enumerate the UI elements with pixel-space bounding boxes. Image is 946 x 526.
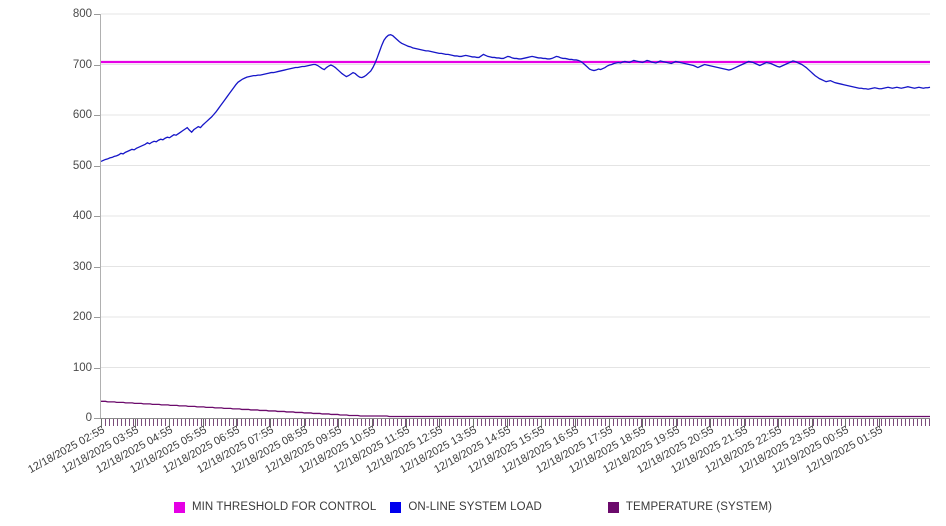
x-tick-mark [642,419,644,428]
legend-label: MIN THRESHOLD FOR CONTROL [191,501,377,513]
y-axis: 0 100 200 300 400 500 600 700 800 [0,0,100,494]
legend-label: TEMPERATURE (SYSTEM) [625,501,773,513]
x-tick-mark [777,419,779,428]
x-tick-mark [337,419,339,428]
x-tick-mark [134,419,136,428]
x-tick-mark [540,419,542,428]
y-tick-label: 100 [72,361,92,374]
y-tick-label: 300 [72,260,92,273]
x-tick-mark [304,419,306,428]
y-tick-mark [94,216,100,217]
x-tick-mark [845,419,847,428]
legend-item[interactable]: TEMPERATURE (SYSTEM) [607,501,773,513]
x-tick-mark [743,419,745,428]
series-line-online-system-load [100,34,931,163]
series-layer [100,13,931,418]
x-tick-mark [270,419,272,428]
x-tick-mark [405,419,407,428]
x-axis-line [100,418,930,419]
chart-legend: MIN THRESHOLD FOR CONTROL ON-LINE SYSTEM … [0,496,946,518]
gridlines [101,13,930,368]
series-line-temperature [101,400,930,418]
x-tick-mark [811,419,813,428]
y-tick-mark [94,115,100,116]
x-tick-mark [101,419,102,428]
legend-swatch-icon [173,501,185,513]
chart-canvas: 0 100 200 300 400 500 600 700 800 12/18/2025 02:… [0,0,946,494]
y-tick-mark [94,14,100,15]
x-tick-mark [202,419,204,428]
y-tick-label: 0 [85,412,92,424]
y-tick-label: 700 [72,58,92,71]
x-tick-mark [879,419,881,428]
y-tick-mark [94,165,100,167]
y-tick-mark [94,418,100,419]
x-axis-major-ticks [101,419,930,428]
y-tick-label: 800 [72,8,92,20]
plot-area [100,13,931,418]
legend-swatch-icon [390,501,402,513]
x-tick-mark [236,419,238,428]
x-axis-labels: 12/18/2025 02:55 12/18/2025 03:55 12/18/20… [0,424,946,494]
y-tick-label: 600 [72,109,92,121]
y-axis-line [100,14,101,419]
legend-item[interactable]: ON-LINE SYSTEM LOAD [390,501,542,513]
x-tick-mark [574,419,576,428]
y-tick-label: 500 [72,159,92,172]
legend-swatch-icon [607,501,619,513]
legend-label: ON-LINE SYSTEM LOAD [408,501,542,513]
x-tick-mark [473,419,475,428]
y-tick-mark [94,317,100,318]
x-tick-mark [507,419,509,428]
x-tick-mark [608,419,610,428]
y-tick-label: 400 [72,210,92,222]
x-tick-mark [676,419,678,428]
y-tick-mark [94,266,100,268]
x-tick-mark [710,419,712,428]
y-tick-label: 200 [72,311,92,323]
y-tick-mark [94,367,100,369]
x-tick-mark [439,419,441,428]
y-tick-mark [94,64,100,66]
x-axis-minor-ticks [101,419,930,426]
x-tick-mark [168,419,170,428]
legend-item[interactable]: MIN THRESHOLD FOR CONTROL [173,501,377,513]
x-tick-mark [371,419,373,428]
